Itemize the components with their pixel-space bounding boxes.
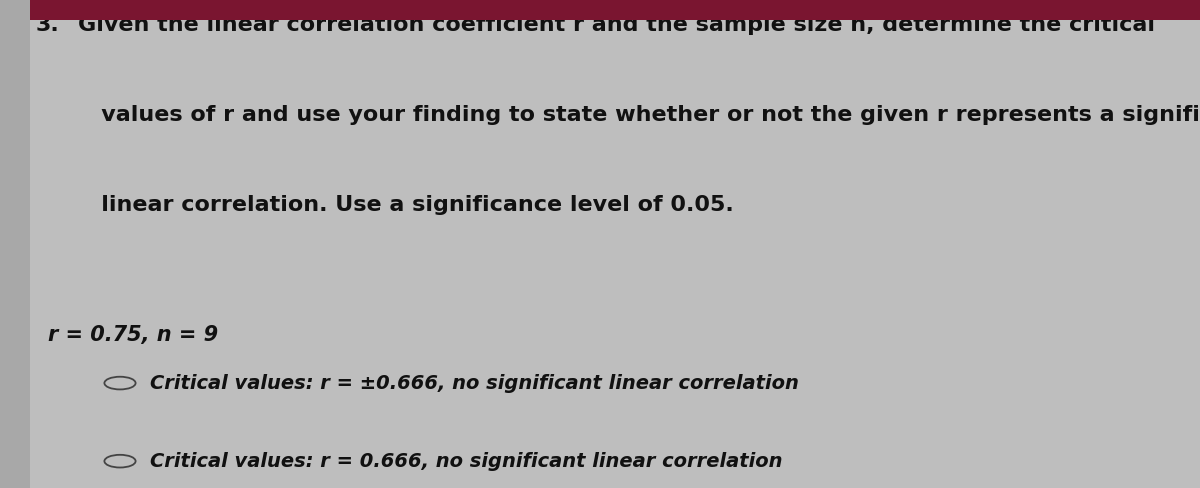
Text: linear correlation. Use a significance level of 0.05.: linear correlation. Use a significance l… <box>78 195 733 215</box>
Text: values of r and use your finding to state whether or not the given r represents : values of r and use your finding to stat… <box>78 105 1200 125</box>
Text: Given the linear correlation coefficient r and the sample size n, determine the : Given the linear correlation coefficient… <box>78 15 1154 35</box>
Text: Critical values: r = ±0.666, no significant linear correlation: Critical values: r = ±0.666, no signific… <box>150 374 799 392</box>
Text: r = 0.75, n = 9: r = 0.75, n = 9 <box>48 325 218 345</box>
Text: Critical values: r = 0.666, no significant linear correlation: Critical values: r = 0.666, no significa… <box>150 452 782 470</box>
Text: 3.: 3. <box>36 15 60 35</box>
